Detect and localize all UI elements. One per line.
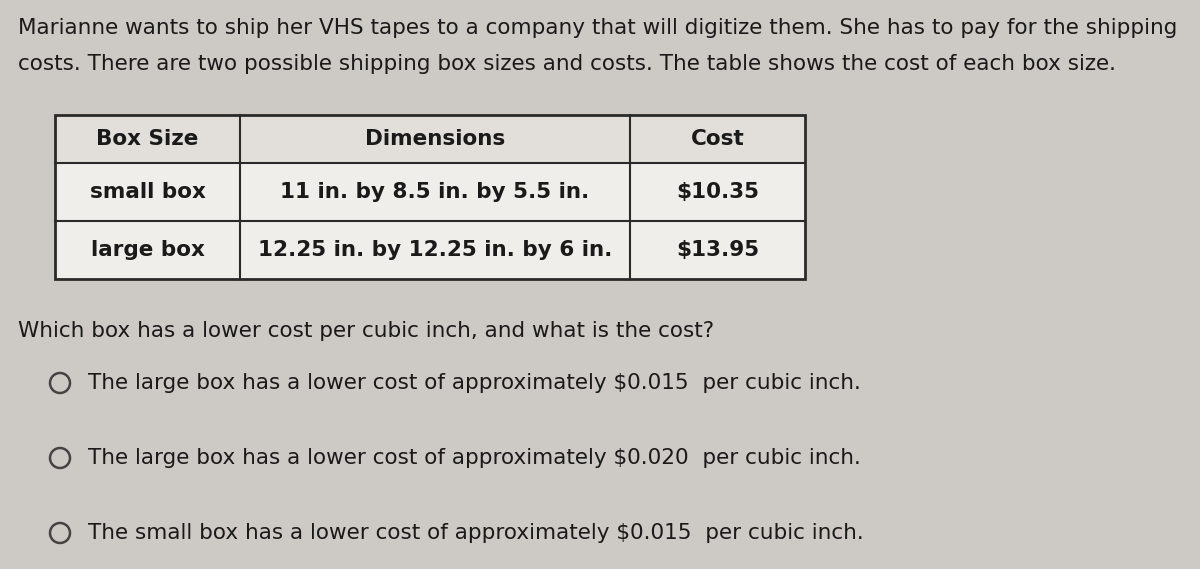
Text: 12.25 in. by 12.25 in. by 6 in.: 12.25 in. by 12.25 in. by 6 in. — [258, 240, 612, 260]
Bar — [55, 115, 805, 279]
Bar — [55, 115, 805, 279]
Text: 11 in. by 8.5 in. by 5.5 in.: 11 in. by 8.5 in. by 5.5 in. — [281, 182, 589, 202]
Text: costs. There are two possible shipping box sizes and costs. The table shows the : costs. There are two possible shipping b… — [18, 54, 1116, 74]
Text: The small box has a lower cost of approximately $0.015  per cubic inch.: The small box has a lower cost of approx… — [88, 523, 864, 543]
Text: The large box has a lower cost of approximately $0.015  per cubic inch.: The large box has a lower cost of approx… — [88, 373, 860, 393]
Text: Marianne wants to ship her VHS tapes to a company that will digitize them. She h: Marianne wants to ship her VHS tapes to … — [18, 18, 1177, 38]
Text: $10.35: $10.35 — [676, 182, 760, 202]
Text: Dimensions: Dimensions — [365, 129, 505, 149]
Text: The large box has a lower cost of approximately $0.020  per cubic inch.: The large box has a lower cost of approx… — [88, 448, 860, 468]
Text: $13.95: $13.95 — [676, 240, 760, 260]
Text: small box: small box — [90, 182, 205, 202]
Bar — [55, 115, 805, 163]
Text: Which box has a lower cost per cubic inch, and what is the cost?: Which box has a lower cost per cubic inc… — [18, 321, 714, 341]
Text: large box: large box — [90, 240, 204, 260]
Text: Cost: Cost — [691, 129, 744, 149]
Text: Box Size: Box Size — [96, 129, 199, 149]
